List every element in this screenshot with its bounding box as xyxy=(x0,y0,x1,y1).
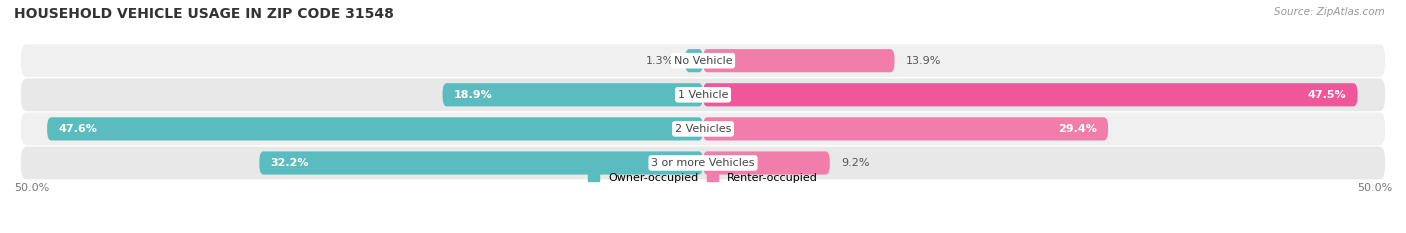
Text: 18.9%: 18.9% xyxy=(454,90,492,100)
Text: 47.6%: 47.6% xyxy=(58,124,97,134)
Text: 47.5%: 47.5% xyxy=(1308,90,1347,100)
FancyBboxPatch shape xyxy=(703,117,1108,140)
Text: HOUSEHOLD VEHICLE USAGE IN ZIP CODE 31548: HOUSEHOLD VEHICLE USAGE IN ZIP CODE 3154… xyxy=(14,7,394,21)
Text: 50.0%: 50.0% xyxy=(14,183,49,193)
Text: Source: ZipAtlas.com: Source: ZipAtlas.com xyxy=(1274,7,1385,17)
Text: 32.2%: 32.2% xyxy=(270,158,309,168)
Text: 1 Vehicle: 1 Vehicle xyxy=(678,90,728,100)
FancyBboxPatch shape xyxy=(21,44,1385,77)
Text: 29.4%: 29.4% xyxy=(1059,124,1097,134)
Text: 13.9%: 13.9% xyxy=(905,56,941,66)
FancyBboxPatch shape xyxy=(259,151,703,175)
Text: 3 or more Vehicles: 3 or more Vehicles xyxy=(651,158,755,168)
Text: 2 Vehicles: 2 Vehicles xyxy=(675,124,731,134)
Text: 50.0%: 50.0% xyxy=(1357,183,1392,193)
FancyBboxPatch shape xyxy=(21,113,1385,145)
FancyBboxPatch shape xyxy=(48,117,703,140)
FancyBboxPatch shape xyxy=(21,147,1385,179)
Text: 1.3%: 1.3% xyxy=(645,56,673,66)
FancyBboxPatch shape xyxy=(443,83,703,106)
Legend: Owner-occupied, Renter-occupied: Owner-occupied, Renter-occupied xyxy=(583,168,823,187)
FancyBboxPatch shape xyxy=(703,83,1358,106)
Text: No Vehicle: No Vehicle xyxy=(673,56,733,66)
FancyBboxPatch shape xyxy=(685,49,703,72)
Text: 9.2%: 9.2% xyxy=(841,158,869,168)
FancyBboxPatch shape xyxy=(703,151,830,175)
FancyBboxPatch shape xyxy=(21,79,1385,111)
FancyBboxPatch shape xyxy=(703,49,894,72)
